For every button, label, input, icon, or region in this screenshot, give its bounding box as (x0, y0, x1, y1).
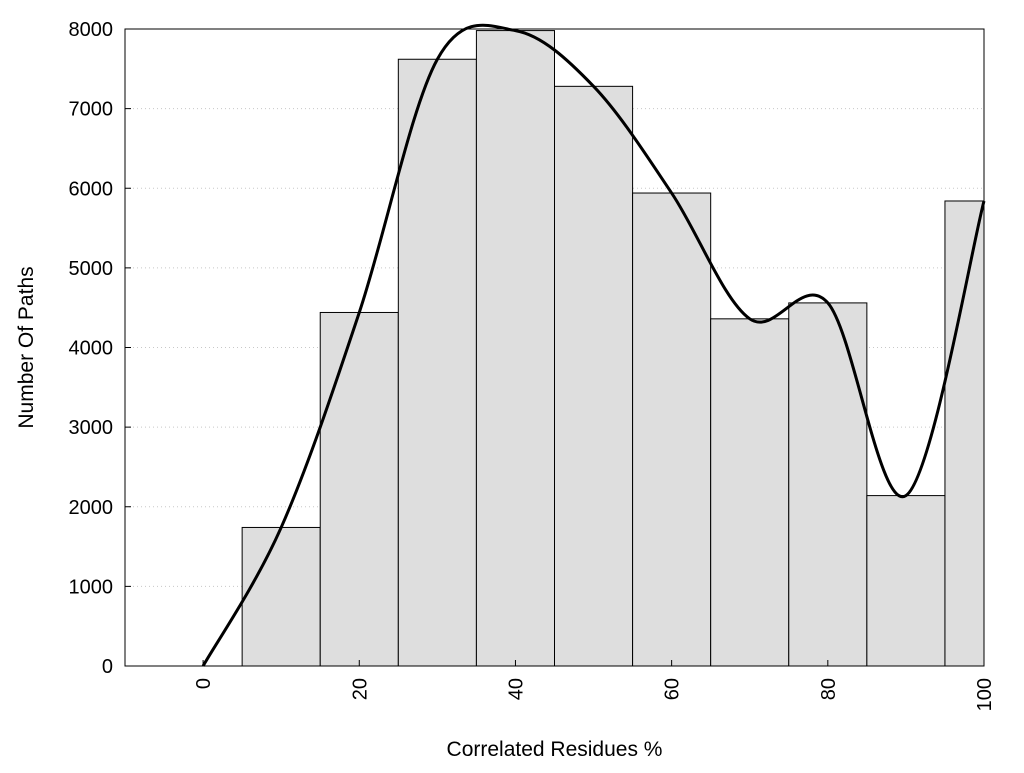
series-line (201, 23, 986, 667)
y-tick-label: 7000 (69, 99, 114, 121)
smoothed-curve (201, 23, 986, 667)
histogram-bar (554, 85, 634, 667)
histogram-bar (788, 302, 868, 667)
x-tick-label: 20 (349, 678, 371, 700)
y-tick-label: 4000 (69, 338, 114, 360)
x-axis-title: Correlated Residues % (447, 738, 663, 761)
y-axis-ticks: 0 1000 2000 3000 4000 5000 6000 7000 8000 (69, 19, 131, 678)
y-tick-label: 3000 (69, 417, 114, 439)
histogram-bar (319, 311, 399, 667)
histogram-bar (475, 30, 555, 667)
y-tick-label: 8000 (69, 19, 114, 41)
y-tick-label: 5000 (69, 258, 114, 280)
y-tick-label: 2000 (69, 497, 114, 519)
bars (241, 30, 985, 667)
y-tick-label: 1000 (69, 576, 114, 598)
histogram-bar (632, 192, 712, 667)
histogram-bar (944, 200, 985, 667)
x-axis-ticks: 0 20 40 60 80 100 (193, 660, 996, 711)
x-tick-label: 100 (974, 678, 996, 711)
y-tick-label: 6000 (69, 178, 114, 200)
histogram-bar (241, 526, 321, 667)
x-tick-label: 60 (662, 678, 684, 700)
x-tick-label: 80 (818, 678, 840, 700)
y-axis-title: Number Of Paths (15, 266, 38, 428)
histogram-bar (866, 495, 946, 667)
x-tick-label: 40 (505, 678, 527, 700)
x-tick-label: 0 (193, 678, 215, 689)
y-tick-label: 0 (102, 656, 113, 678)
histogram-bar (397, 58, 477, 667)
histogram-bar (710, 318, 790, 667)
